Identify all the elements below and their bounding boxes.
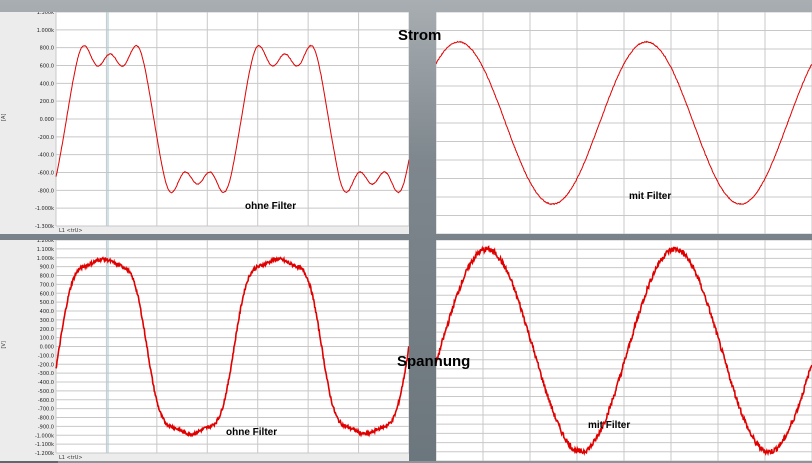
y-tick-label: -1.100k — [35, 442, 54, 448]
y-tick-label: -100.0 — [38, 353, 54, 359]
y-tick-label: -800.0 — [38, 416, 54, 422]
y-tick-label: -1.300k — [35, 224, 54, 230]
y-tick-label: 600.0 — [40, 291, 54, 297]
top-left-annotation: ohne Filter — [245, 201, 297, 212]
series-trace — [55, 255, 409, 438]
y-tick-label: -300.0 — [38, 371, 54, 377]
footer-strip — [0, 226, 409, 234]
y-tick-label: 600.0 — [40, 64, 54, 70]
y-tick-labels: 1.200k 1.100k 1.000k 900.0 800.0 700.0 600.0 50… — [35, 240, 54, 457]
y-tick-label: 400.0 — [40, 81, 54, 87]
y-tick-label: 800.0 — [40, 274, 54, 280]
strom-label: Strom — [398, 27, 442, 44]
y-axis-strip — [0, 240, 56, 461]
y-tick-label: 1.200k — [37, 240, 54, 244]
y-tick-label: -900.0 — [38, 424, 54, 430]
y-tick-label: 800.0 — [40, 46, 54, 52]
y-tick-label: 500.0 — [40, 300, 54, 306]
series-trace — [55, 44, 409, 194]
y-tick-label: 1.100k — [37, 247, 54, 253]
y-tick-labels: 1.300k 1.000k 800.0 600.0 400.0 200.0 0.000 -20… — [35, 12, 54, 230]
y-tick-label: 100.0 — [40, 336, 54, 342]
y-tick-label: -500.0 — [38, 389, 54, 395]
y-tick-label: -200.0 — [38, 362, 54, 368]
footer-label: L1 <trU> — [59, 455, 83, 461]
y-tick-label: -400.0 — [38, 153, 54, 159]
y-tick-label: 200.0 — [40, 327, 54, 333]
y-tick-label: -600.0 — [38, 171, 54, 177]
chart-strom-ohne-filter: 1.300k 1.000k 800.0 600.0 400.0 200.0 0.000 -20… — [0, 12, 409, 234]
bottom-left-annotation: ohne Filter — [226, 427, 278, 438]
top-right-annotation: mit Filter — [629, 191, 672, 202]
y-tick-label: 1.300k — [37, 12, 54, 16]
y-tick-label: -800.0 — [38, 188, 54, 194]
footer-label: L1 <trU> — [59, 228, 83, 234]
y-tick-label: 0.000 — [40, 117, 54, 123]
y-tick-label: 1.000k — [37, 256, 54, 262]
chart-spannung-ohne-filter: 1.200k 1.100k 1.000k 900.0 800.0 700.0 600.0 50… — [0, 240, 409, 461]
gridlines — [436, 12, 812, 234]
spannung-label: Spannung — [397, 353, 471, 370]
y-tick-label: -1.000k — [35, 206, 54, 212]
y-tick-label: -700.0 — [38, 407, 54, 413]
y-axis-strip — [0, 12, 56, 234]
y-tick-label: 700.0 — [40, 282, 54, 288]
y-axis-label: [A] — [1, 114, 7, 121]
y-tick-label: -1.000k — [35, 433, 54, 439]
y-axis-label: [V] — [1, 341, 7, 348]
footer-strip — [0, 453, 409, 461]
bottom-right-annotation: mit Filter — [588, 420, 631, 431]
y-tick-label: 0.000 — [40, 345, 54, 351]
y-tick-label: -400.0 — [38, 380, 54, 386]
y-tick-label: -600.0 — [38, 398, 54, 404]
series-trace — [436, 40, 812, 206]
chart-spannung-mit-filter — [436, 240, 812, 461]
y-tick-label: -200.0 — [38, 135, 54, 141]
y-tick-label: 400.0 — [40, 309, 54, 315]
gridlines — [55, 240, 409, 454]
y-tick-label: -1.200k — [35, 451, 54, 457]
series-trace — [436, 245, 812, 457]
y-tick-label: 900.0 — [40, 265, 54, 271]
y-tick-label: 300.0 — [40, 318, 54, 324]
gridlines — [55, 12, 409, 227]
chart-strom-mit-filter — [436, 12, 812, 234]
y-tick-label: 1.000k — [37, 28, 54, 34]
y-tick-label: 200.0 — [40, 99, 54, 105]
